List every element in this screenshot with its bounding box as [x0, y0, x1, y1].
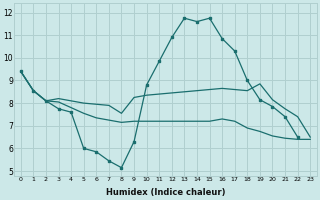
X-axis label: Humidex (Indice chaleur): Humidex (Indice chaleur) [106, 188, 225, 197]
